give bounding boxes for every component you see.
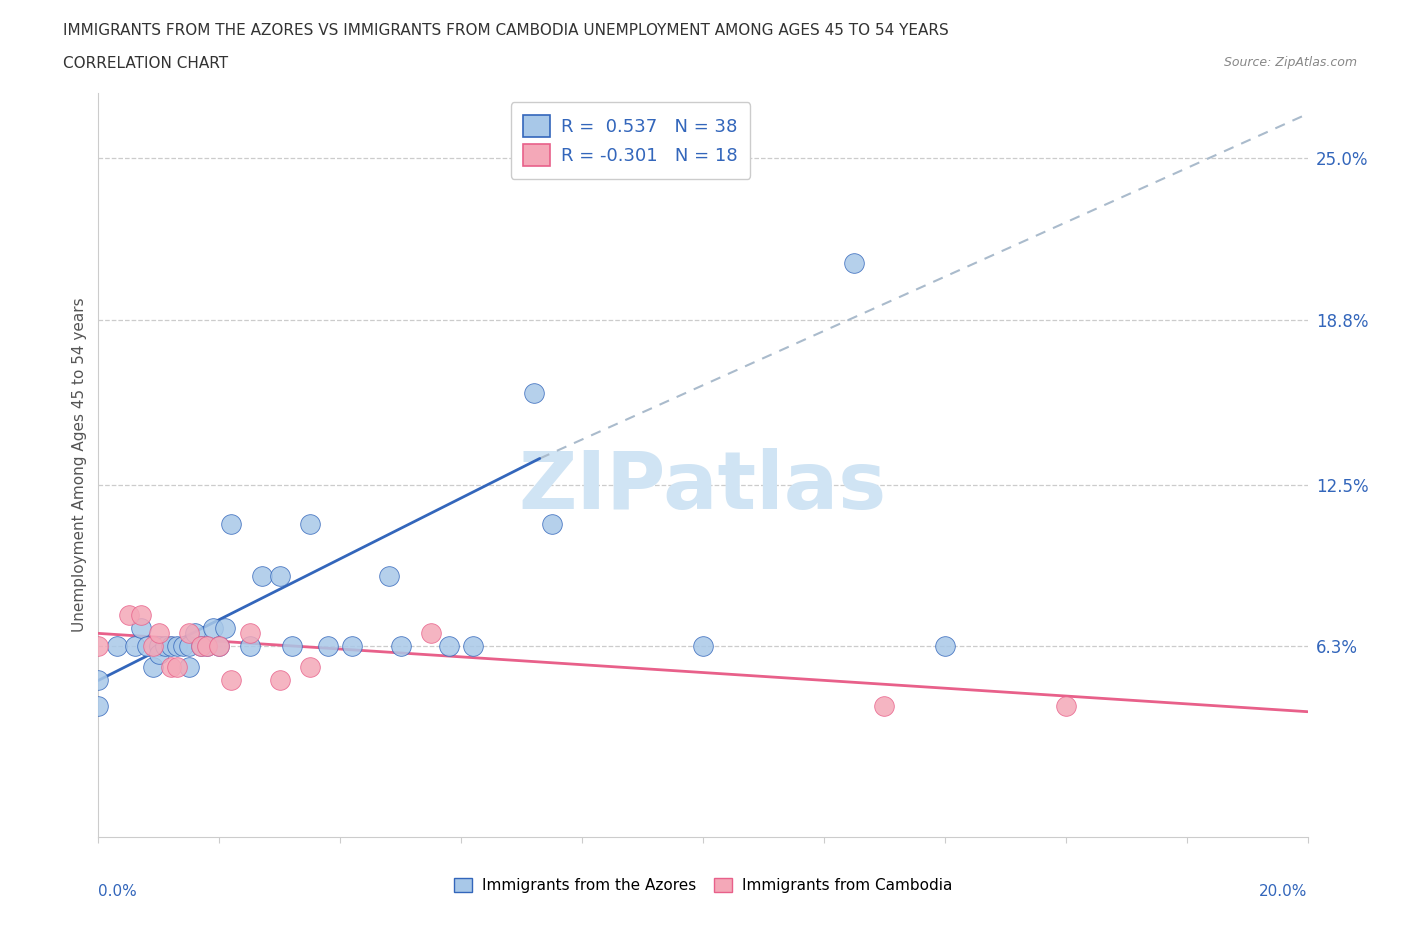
Point bbox=[172, 639, 194, 654]
Point bbox=[105, 639, 128, 654]
Point bbox=[208, 639, 231, 654]
Point bbox=[281, 639, 304, 654]
Point bbox=[221, 673, 243, 688]
Point bbox=[208, 639, 231, 654]
Point bbox=[118, 607, 141, 622]
Point bbox=[142, 639, 165, 654]
Point bbox=[202, 620, 225, 635]
Point bbox=[87, 699, 110, 714]
Text: 0.0%: 0.0% bbox=[98, 884, 138, 899]
Point bbox=[135, 639, 157, 654]
Point bbox=[377, 568, 399, 583]
Point bbox=[250, 568, 273, 583]
Point bbox=[269, 673, 291, 688]
Point bbox=[195, 639, 218, 654]
Point bbox=[692, 639, 714, 654]
Point bbox=[420, 626, 443, 641]
Point bbox=[148, 647, 170, 662]
Point bbox=[160, 639, 183, 654]
Point bbox=[299, 516, 322, 531]
Point bbox=[214, 620, 236, 635]
Point bbox=[87, 673, 110, 688]
Point bbox=[153, 639, 176, 654]
Point bbox=[540, 516, 562, 531]
Point bbox=[316, 639, 339, 654]
Point bbox=[179, 639, 201, 654]
Point bbox=[160, 660, 183, 675]
Point bbox=[195, 639, 218, 654]
Point bbox=[129, 607, 152, 622]
Point bbox=[221, 516, 243, 531]
Point bbox=[142, 660, 165, 675]
Y-axis label: Unemployment Among Ages 45 to 54 years: Unemployment Among Ages 45 to 54 years bbox=[72, 298, 87, 632]
Point bbox=[934, 639, 956, 654]
Text: 20.0%: 20.0% bbox=[1260, 884, 1308, 899]
Point bbox=[389, 639, 412, 654]
Point bbox=[148, 626, 170, 641]
Text: ZIPatlas: ZIPatlas bbox=[519, 448, 887, 526]
Text: IMMIGRANTS FROM THE AZORES VS IMMIGRANTS FROM CAMBODIA UNEMPLOYMENT AMONG AGES 4: IMMIGRANTS FROM THE AZORES VS IMMIGRANTS… bbox=[63, 23, 949, 38]
Legend: R =  0.537   N = 38, R = -0.301   N = 18: R = 0.537 N = 38, R = -0.301 N = 18 bbox=[510, 102, 751, 179]
Point bbox=[129, 620, 152, 635]
Point bbox=[1054, 699, 1077, 714]
Point bbox=[148, 639, 170, 654]
Point bbox=[342, 639, 364, 654]
Point bbox=[166, 639, 188, 654]
Point bbox=[523, 386, 546, 401]
Point bbox=[184, 626, 207, 641]
Point bbox=[299, 660, 322, 675]
Point bbox=[437, 639, 460, 654]
Text: CORRELATION CHART: CORRELATION CHART bbox=[63, 56, 228, 71]
Point bbox=[239, 639, 262, 654]
Point bbox=[873, 699, 896, 714]
Text: Source: ZipAtlas.com: Source: ZipAtlas.com bbox=[1223, 56, 1357, 69]
Point bbox=[190, 639, 212, 654]
Legend: Immigrants from the Azores, Immigrants from Cambodia: Immigrants from the Azores, Immigrants f… bbox=[449, 871, 957, 899]
Point bbox=[190, 639, 212, 654]
Point bbox=[179, 660, 201, 675]
Point bbox=[87, 639, 110, 654]
Point bbox=[269, 568, 291, 583]
Point bbox=[844, 255, 866, 270]
Point bbox=[166, 660, 188, 675]
Point bbox=[124, 639, 146, 654]
Point bbox=[463, 639, 485, 654]
Point bbox=[179, 626, 201, 641]
Point bbox=[239, 626, 262, 641]
